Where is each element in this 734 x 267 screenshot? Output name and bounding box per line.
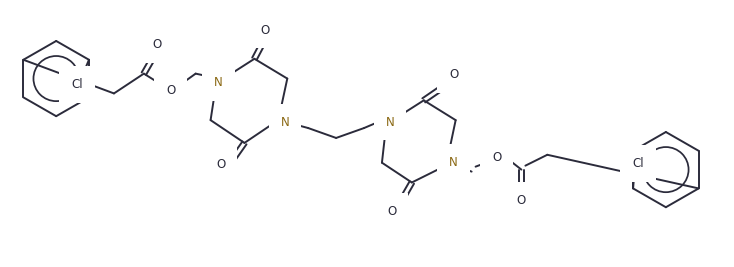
Text: Cl: Cl [71, 78, 83, 91]
Text: N: N [385, 116, 394, 129]
Text: O: O [388, 205, 396, 218]
Text: N: N [214, 76, 223, 89]
Text: Cl: Cl [632, 157, 644, 170]
Text: O: O [166, 84, 175, 97]
Text: N: N [449, 156, 458, 169]
Text: O: O [261, 23, 270, 37]
Text: O: O [517, 194, 526, 207]
Text: N: N [281, 116, 290, 129]
Text: O: O [449, 68, 458, 81]
Text: O: O [492, 151, 501, 164]
Text: O: O [216, 158, 225, 171]
Text: O: O [152, 38, 161, 52]
